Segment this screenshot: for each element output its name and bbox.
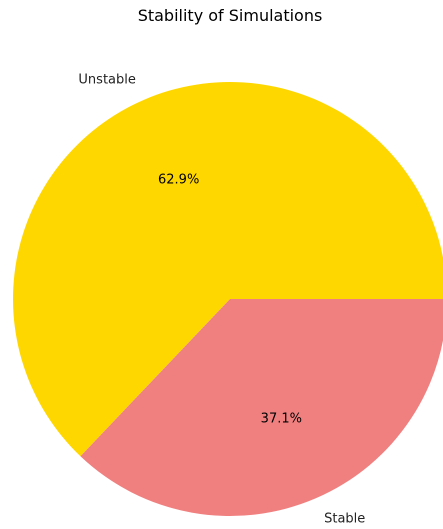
chart-title: Stability of Simulations [138, 6, 323, 25]
percent-label-unstable: 62.9% [158, 172, 199, 187]
category-label-stable: Stable [324, 511, 365, 526]
pie-slices [13, 82, 443, 516]
percent-label-stable: 37.1% [261, 412, 302, 427]
category-label-unstable: Unstable [78, 73, 135, 88]
pie-slice-stable [80, 299, 443, 516]
pie-slice-unstable [13, 82, 443, 457]
pie-labels: Unstable 62.9% Stable 37.1% [78, 73, 365, 527]
